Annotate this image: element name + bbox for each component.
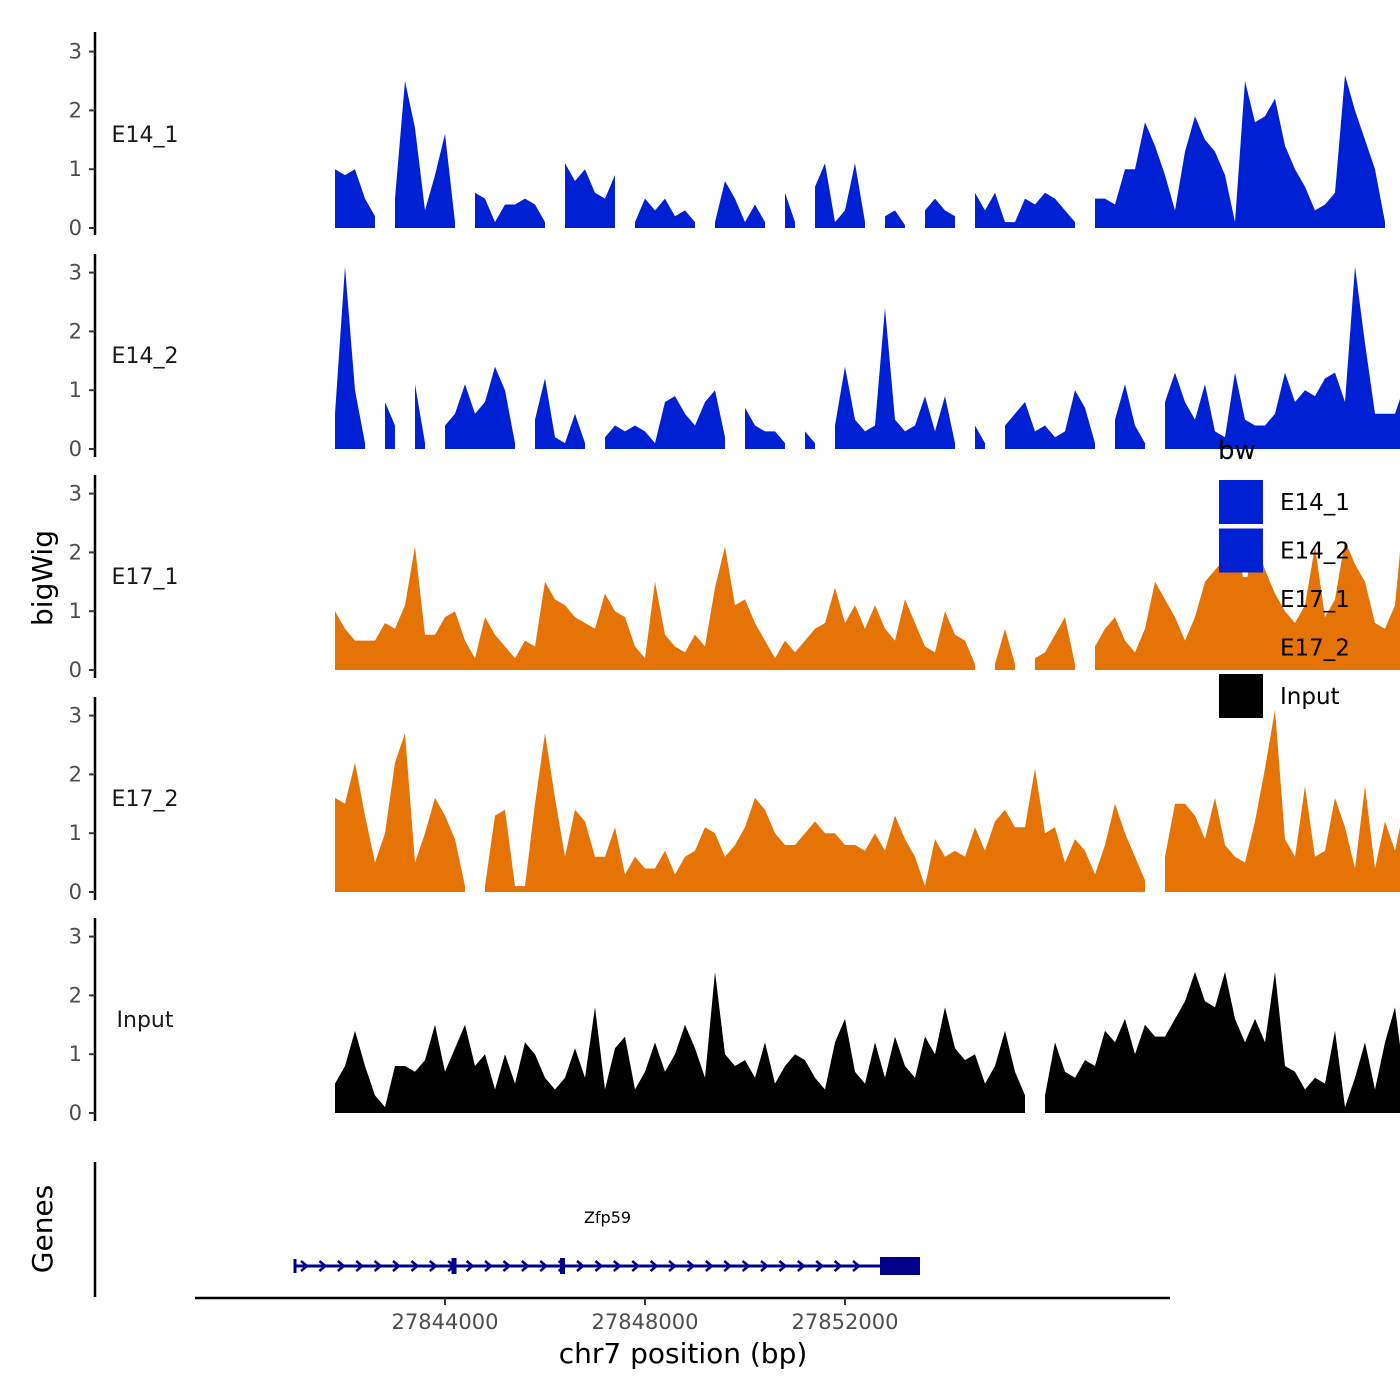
gene-exon	[560, 1258, 565, 1274]
y-tick-label: 1	[69, 1042, 82, 1066]
track-label-E17_2: E17_2	[112, 787, 179, 812]
strand-arrow	[686, 1260, 696, 1272]
legend-label-E17_2: E17_2	[1280, 636, 1350, 662]
strand-arrow	[336, 1260, 346, 1272]
strand-arrow	[502, 1260, 512, 1272]
coverage-area-Input	[335, 971, 1400, 1113]
strand-arrow	[373, 1260, 383, 1272]
gene-exon	[451, 1258, 457, 1274]
y-tick-label: 1	[69, 821, 82, 845]
x-axis-title: chr7 position (bp)	[559, 1337, 808, 1370]
legend-swatch-E17_1	[1219, 577, 1263, 621]
y-tick-label: 2	[69, 540, 82, 564]
strand-arrow	[741, 1260, 751, 1272]
strand-arrow	[355, 1260, 365, 1272]
coverage-area-E14_2	[335, 266, 1400, 449]
y-tick-label: 0	[69, 437, 82, 461]
y-tick-label: 0	[69, 880, 82, 904]
y-tick-label: 0	[69, 658, 82, 682]
strand-arrow	[392, 1260, 401, 1272]
y-tick-label: 0	[69, 216, 82, 240]
coverage-area-E17_1	[335, 534, 1400, 670]
coverage-area-E14_1	[335, 75, 1385, 228]
track-label-E14_1: E14_1	[112, 123, 179, 148]
strand-arrow	[410, 1260, 420, 1272]
strand-arrow	[465, 1260, 475, 1272]
strand-arrow	[631, 1260, 641, 1272]
legend: bw E14_1 E14_2 E17_1 E17_2 Input	[1218, 436, 1350, 718]
y-tick-label: 1	[69, 599, 82, 623]
legend-label-E14_2: E14_2	[1280, 539, 1350, 565]
strand-arrow	[833, 1260, 843, 1272]
strand-arrow	[778, 1260, 788, 1272]
strand-arrow	[723, 1260, 733, 1272]
strand-arrow	[852, 1260, 861, 1272]
x-tick-label: 27852000	[792, 1310, 899, 1334]
strand-arrow	[300, 1260, 309, 1272]
y-tick-label: 2	[69, 762, 82, 786]
coverage-area-E17_2	[335, 709, 1400, 892]
strand-arrow	[796, 1260, 806, 1272]
bigwig-panels: 0 1 2 3 E14_1 0 1 2 3 E14_2 0 1 2 3 E17_1 0 1 2 3 E17_2 0 1 2 3…	[69, 32, 1400, 1125]
legend-swatch-E14_1	[1219, 480, 1263, 524]
legend-label-E17_1: E17_1	[1280, 587, 1350, 613]
strand-arrow	[760, 1260, 769, 1272]
legend-title: bw	[1218, 436, 1256, 466]
track-label-E14_2: E14_2	[112, 344, 179, 369]
panel-E17_2: 0 1 2 3 E17_2	[69, 697, 1400, 904]
track-label-E17_1: E17_1	[112, 565, 179, 590]
y-tick-label: 2	[69, 319, 82, 343]
strand-arrow	[668, 1260, 677, 1272]
panel-E17_1: 0 1 2 3 E17_1	[69, 475, 1400, 682]
y-tick-label: 3	[69, 261, 82, 285]
x-tick-label: 27848000	[592, 1310, 699, 1334]
panel-Input: 0 1 2 3 Input	[69, 918, 1400, 1125]
track-label-Input: Input	[117, 1008, 174, 1033]
strand-arrow	[539, 1260, 549, 1272]
gene-track-panel: Zfp59	[93, 1162, 920, 1297]
y-tick-label: 3	[69, 704, 82, 728]
y-axis-title: bigWig	[26, 530, 59, 626]
strand-arrow	[318, 1260, 328, 1272]
legend-label-E14_1: E14_1	[1280, 490, 1350, 516]
legend-swatch-E14_2	[1219, 528, 1263, 573]
y-tick-label: 1	[69, 157, 82, 181]
strand-arrow	[649, 1260, 659, 1272]
y-tick-label: 1	[69, 378, 82, 402]
panel-E14_1: 0 1 2 3 E14_1	[69, 32, 1385, 240]
legend-swatch-Input	[1219, 674, 1263, 718]
y-tick-label: 3	[69, 482, 82, 506]
legend-label-Input: Input	[1280, 684, 1340, 710]
y-tick-label: 3	[69, 40, 82, 64]
x-axis: 27844000 27848000 27852000	[195, 1296, 1170, 1334]
legend-swatch-E17_2	[1219, 625, 1263, 670]
x-tick-label: 27844000	[392, 1310, 499, 1334]
strand-arrow	[594, 1260, 604, 1272]
y-tick-label: 2	[69, 98, 82, 122]
strand-arrow	[612, 1260, 622, 1272]
strand-arrow	[576, 1260, 585, 1272]
strand-arrow	[428, 1260, 438, 1272]
y-tick-label: 0	[69, 1101, 82, 1125]
strand-arrow	[484, 1260, 493, 1272]
y-tick-label: 2	[69, 983, 82, 1007]
gene-name-label: Zfp59	[584, 1208, 631, 1227]
genes-axis-title: Genes	[26, 1185, 59, 1273]
panel-E14_2: 0 1 2 3 E14_2	[69, 254, 1400, 461]
strand-arrow	[520, 1260, 530, 1272]
gene-exon	[880, 1257, 920, 1275]
strand-arrow	[704, 1260, 714, 1272]
y-tick-label: 3	[69, 925, 82, 949]
strand-arrow	[815, 1260, 825, 1272]
